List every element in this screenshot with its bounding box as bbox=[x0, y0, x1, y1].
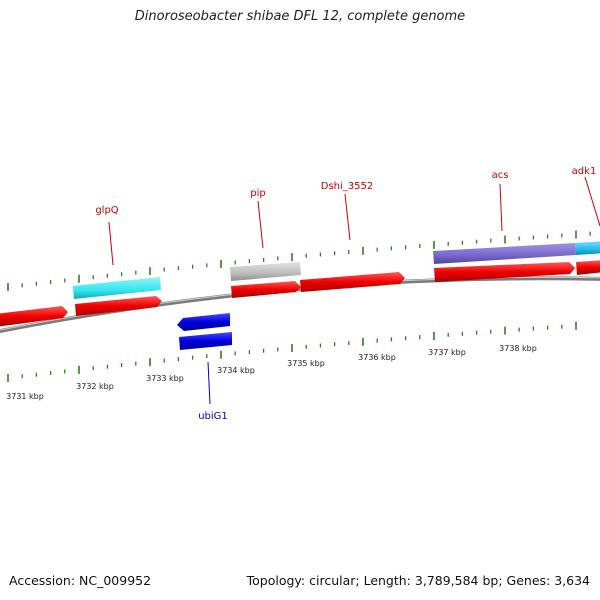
genome-summary-text: Topology: circular; Length: 3,789,584 bp… bbox=[246, 573, 590, 588]
gene-label-glpQ[interactable]: glpQ bbox=[95, 205, 118, 216]
accession-text: Accession: NC_009952 bbox=[9, 573, 152, 588]
gene-label-ubiG1[interactable]: ubiG1 bbox=[198, 411, 228, 422]
scale-label: 3737 kbp bbox=[428, 348, 466, 357]
pip-leader bbox=[257, 200, 264, 249]
upper-tick-row bbox=[7, 230, 591, 291]
scale-label: 3732 kbp bbox=[76, 382, 114, 391]
acs-leader bbox=[499, 183, 503, 232]
adk1-cds-arrow[interactable] bbox=[576, 260, 600, 275]
genome-backbone bbox=[0, 276, 600, 334]
forward-cds-arrow[interactable] bbox=[0, 306, 68, 327]
acs-feature-bar[interactable] bbox=[433, 243, 576, 264]
ubiG1-cds-bar[interactable] bbox=[179, 332, 232, 350]
acs-cds-arrow[interactable] bbox=[434, 262, 575, 282]
scale-label: 3733 kbp bbox=[146, 374, 184, 383]
pip-feature-bar[interactable] bbox=[230, 262, 301, 281]
scale-label: 3735 kbp bbox=[287, 359, 325, 368]
scale-label: 3734 kbp bbox=[217, 366, 255, 375]
scale-label: 3731 kbp bbox=[6, 392, 44, 401]
glpQ-leader bbox=[108, 221, 114, 266]
gene-label-pip[interactable]: pip bbox=[250, 188, 265, 199]
glpQ-feature-bar[interactable] bbox=[73, 277, 161, 299]
map-title: Dinoroseobacter shibae DFL 12, complete … bbox=[134, 9, 466, 24]
scale-label: 3736 kbp bbox=[358, 353, 396, 362]
dshi-3552-leader bbox=[344, 193, 351, 241]
adk1-leader bbox=[584, 176, 600, 227]
gene-label-adk1[interactable]: adk1 bbox=[572, 166, 597, 177]
scale-label: 3738 kbp bbox=[499, 344, 537, 353]
reverse-cds-arrow[interactable] bbox=[177, 313, 230, 331]
lower-tick-row bbox=[7, 321, 577, 382]
ubiG1-leader bbox=[207, 361, 211, 405]
pip-cds-arrow[interactable] bbox=[231, 281, 301, 298]
dshi-3552-cds-arrow[interactable] bbox=[300, 272, 405, 292]
glpQ-cds-arrow[interactable] bbox=[75, 296, 162, 316]
gene-label-acs[interactable]: acs bbox=[492, 170, 509, 181]
gene-label-dshi-3552[interactable]: Dshi_3552 bbox=[321, 181, 373, 192]
adk1-feature-bar[interactable] bbox=[575, 241, 600, 255]
